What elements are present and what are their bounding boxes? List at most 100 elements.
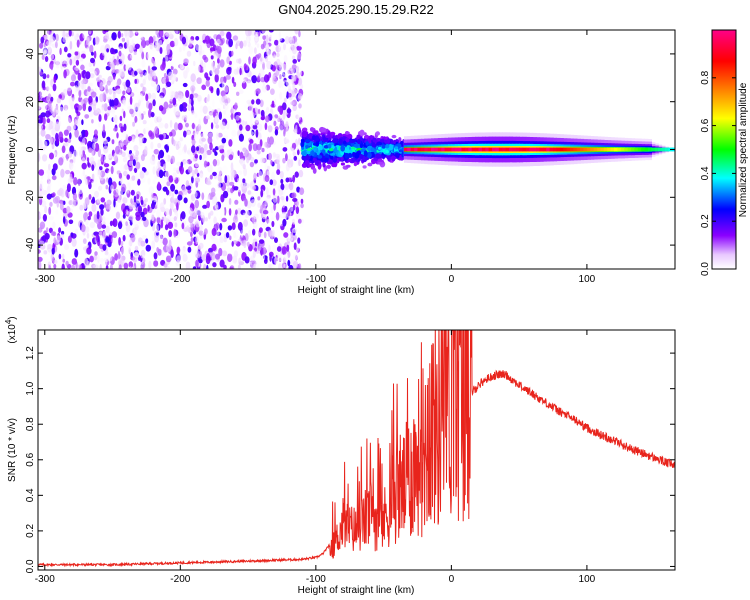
heatmap-cell [73, 95, 79, 103]
heatmap-cell [131, 136, 135, 143]
heatmap-cell [150, 192, 154, 202]
heatmap-cell [155, 224, 160, 234]
heatmap-cell [264, 199, 268, 207]
heatmap-cell [40, 129, 46, 137]
heatmap-cell [282, 147, 288, 152]
heatmap-cell [71, 198, 76, 208]
heatmap-cell [129, 42, 132, 51]
heatmap-cell [173, 167, 177, 172]
x-tick-label: -200 [170, 574, 190, 585]
heatmap-cell [224, 151, 228, 157]
heatmap-cell [366, 151, 372, 159]
heatmap-cell [278, 80, 282, 89]
heatmap-cell [282, 218, 287, 227]
heatmap-cell [315, 140, 320, 147]
heatmap-cell [372, 137, 377, 143]
heatmap-cell [286, 58, 290, 67]
heatmap-cell [74, 228, 79, 235]
heatmap-cell [243, 63, 247, 71]
heatmap-cell [65, 117, 72, 126]
heatmap-cell [67, 177, 72, 185]
heatmap-cell [223, 110, 227, 115]
heatmap-cell [171, 77, 174, 82]
heatmap-cell [122, 90, 126, 96]
heatmap-cell [114, 114, 118, 124]
heatmap-cell [46, 169, 52, 175]
heatmap-cell [225, 232, 230, 239]
heatmap-cell [163, 216, 167, 223]
heatmap-cell [111, 237, 115, 244]
heatmap-cell [173, 197, 179, 203]
heatmap-cell [85, 36, 89, 46]
heatmap-cell [54, 121, 60, 128]
heatmap-cell [368, 137, 372, 144]
heatmap-cell [295, 200, 299, 207]
heatmap-cell [87, 161, 90, 167]
heatmap-cell [139, 45, 144, 54]
heatmap-cell [145, 238, 149, 244]
heatmap-cell [244, 256, 250, 264]
heatmap-cell [41, 103, 48, 111]
heatmap-cell [39, 180, 44, 190]
heatmap-cell [112, 218, 118, 228]
heatmap-cell [99, 204, 105, 210]
heatmap-cell [263, 246, 267, 255]
heatmap-cell [214, 73, 219, 83]
heatmap-cell [187, 130, 191, 137]
heatmap-cell [121, 151, 126, 157]
heatmap-cell [637, 147, 642, 152]
heatmap-cell [98, 114, 102, 122]
heatmap-cell [345, 164, 351, 168]
heatmap-cell [407, 147, 412, 152]
heatmap-cell [242, 178, 246, 183]
heatmap-cell [270, 206, 274, 214]
heatmap-cell [282, 102, 287, 111]
heatmap-cell [82, 169, 86, 177]
heatmap-cell [41, 54, 45, 60]
heatmap-cell [276, 52, 280, 58]
heatmap-cell [103, 258, 108, 267]
heatmap-cell [158, 105, 164, 112]
heatmap-cell [627, 147, 632, 152]
heatmap-cell [237, 177, 243, 183]
heatmap-cell [164, 152, 169, 161]
heatmap-cell [248, 261, 253, 269]
heatmap-cell [273, 257, 279, 265]
heatmap-cell [109, 263, 113, 269]
heatmap-cell [278, 263, 282, 269]
heatmap-cell [218, 145, 224, 150]
heatmap-cell [141, 59, 146, 68]
heatmap-cell [97, 254, 100, 263]
heatmap-cell [255, 129, 259, 138]
heatmap-cell [183, 58, 189, 65]
heatmap-cell [185, 90, 190, 98]
heatmap-cell [39, 212, 43, 218]
heatmap-cell [231, 241, 234, 247]
heatmap-cell [86, 90, 92, 97]
heatmap-cell [174, 189, 179, 195]
heatmap-cell [69, 58, 73, 66]
heatmap-cell [135, 150, 140, 156]
heatmap-cell [100, 197, 106, 203]
heatmap-cell [228, 198, 232, 205]
heatmap-cell [271, 100, 275, 108]
heatmap-cell [49, 216, 54, 221]
heatmap-cell [352, 138, 356, 143]
heatmap-cell [126, 185, 130, 194]
heatmap-cell [164, 208, 170, 216]
heatmap-cell [154, 234, 160, 243]
heatmap-cell [424, 147, 429, 152]
heatmap-cell [150, 111, 155, 118]
heatmap-cell [252, 263, 258, 269]
heatmap-cell [222, 190, 229, 199]
heatmap-cell [71, 112, 76, 120]
heatmap-cell [115, 211, 121, 220]
heatmap-cell [273, 120, 277, 127]
heatmap-cell [143, 111, 146, 115]
heatmap-cell [81, 119, 84, 126]
heatmap-cell [216, 159, 220, 166]
heatmap-cell [226, 174, 230, 183]
heatmap-cell [176, 202, 179, 211]
heatmap-cell [259, 68, 265, 77]
heatmap-cell [52, 83, 57, 92]
